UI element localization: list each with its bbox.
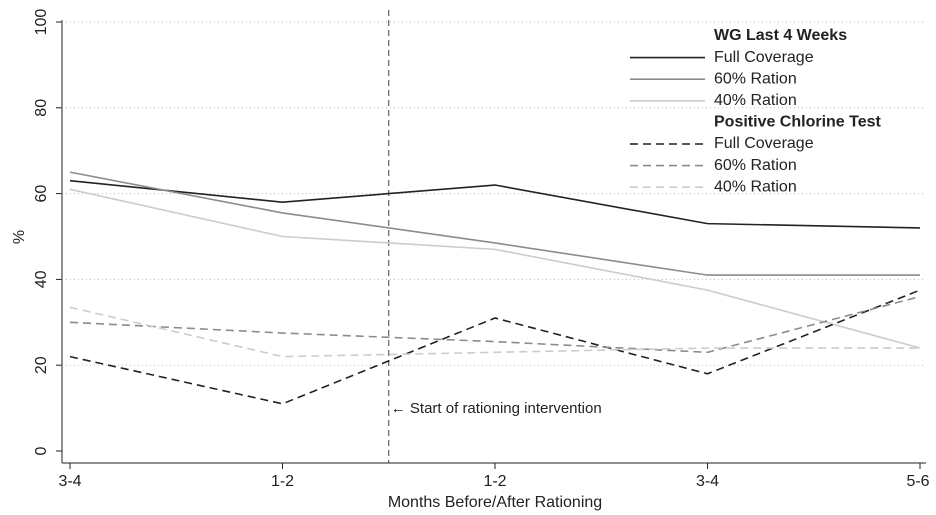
legend-label: 40% Ration xyxy=(714,178,797,195)
annotation: ← Start of rationing intervention xyxy=(391,400,602,417)
series-line xyxy=(69,306,920,358)
legend-label: Full Coverage xyxy=(714,135,814,152)
series-line xyxy=(69,295,921,354)
x-tick-label: 1-2 xyxy=(271,473,294,490)
y-axis-label: % xyxy=(11,230,28,244)
x-tick-label: 1-2 xyxy=(483,473,506,490)
y-tick-label: 100 xyxy=(33,9,50,36)
legend-label: 60% Ration xyxy=(714,70,797,87)
y-tick-label: 40 xyxy=(33,270,50,288)
y-tick-label: 0 xyxy=(33,446,50,455)
legend-label: 40% Ration xyxy=(714,92,797,109)
x-tick-label: 5-6 xyxy=(906,473,929,490)
y-tick-label: 20 xyxy=(33,356,50,374)
series-line xyxy=(69,179,921,229)
legend-title: Positive Chlorine Test xyxy=(714,114,882,131)
legend-label: Full Coverage xyxy=(714,49,814,66)
y-tick-label: 80 xyxy=(33,99,50,117)
x-tick-label: 3-4 xyxy=(58,473,81,490)
series-line xyxy=(69,289,921,405)
x-axis-label: Months Before/After Rationing xyxy=(388,494,602,511)
series-line xyxy=(69,188,921,349)
y-tick-label: 60 xyxy=(33,185,50,203)
x-tick-label: 3-4 xyxy=(696,473,719,490)
series-line xyxy=(69,171,920,276)
legend-label: 60% Ration xyxy=(714,157,797,174)
legend-title: WG Last 4 Weeks xyxy=(714,27,847,44)
